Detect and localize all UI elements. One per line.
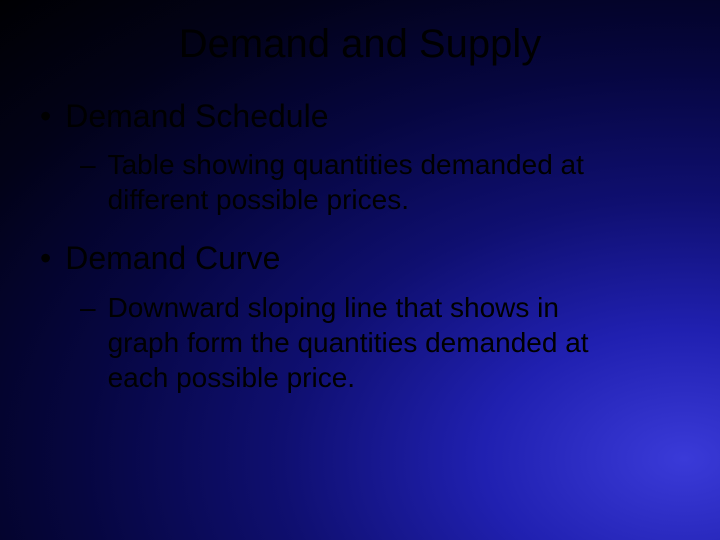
slide-title-container: Demand and Supply <box>0 0 720 97</box>
bullet-marker: – <box>80 147 96 182</box>
slide-title: Demand and Supply <box>0 22 720 67</box>
bullet-text: Table showing quantities demanded at dif… <box>108 147 620 217</box>
bullet-text: Demand Curve <box>65 239 280 277</box>
bullet-level2: – Table showing quantities demanded at d… <box>80 147 680 217</box>
bullet-level1: • Demand Schedule <box>40 97 680 135</box>
bullet-marker: • <box>40 239 51 277</box>
slide-content: • Demand Schedule – Table showing quanti… <box>0 97 720 395</box>
bullet-text: Downward sloping line that shows in grap… <box>108 290 620 395</box>
bullet-text: Demand Schedule <box>65 97 328 135</box>
bullet-level2: – Downward sloping line that shows in gr… <box>80 290 680 395</box>
bullet-marker: – <box>80 290 96 325</box>
bullet-marker: • <box>40 97 51 135</box>
bullet-level1: • Demand Curve <box>40 239 680 277</box>
slide-container: Demand and Supply • Demand Schedule – Ta… <box>0 0 720 540</box>
